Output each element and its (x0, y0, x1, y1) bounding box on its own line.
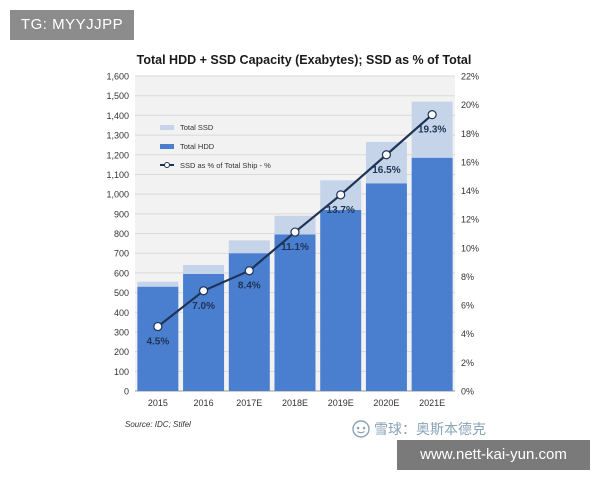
ssd-share-label: 8.4% (238, 281, 261, 292)
y-tick-label: 0 (124, 387, 129, 397)
y2-tick-label: 4% (461, 329, 474, 339)
legend-swatch-point (164, 162, 170, 168)
x-tick-label: 2018E (282, 398, 308, 408)
ssd-share-point (198, 286, 209, 296)
ssd-share-label: 19.3% (418, 125, 446, 136)
watermark-text: 雪球：奥斯本德克 (374, 422, 486, 438)
y2-tick-label: 6% (461, 301, 474, 311)
capacity-chart: Total HDD + SSD Capacity (Exabytes); SSD… (106, 53, 479, 429)
bar-hdd-2018e (274, 234, 316, 391)
x-tick-label: 2017E (236, 398, 262, 408)
y-tick-label: 1,000 (106, 190, 129, 200)
bar-hdd-2019e (320, 209, 362, 391)
ssd-share-label: 4.5% (146, 337, 169, 348)
chart-source: Source: IDC; Stifel (125, 420, 191, 429)
y2-tick-label: 8% (461, 272, 474, 282)
chart-title: Total HDD + SSD Capacity (Exabytes); SSD… (137, 53, 472, 67)
x-tick-label: 2016 (194, 398, 214, 408)
x-tick-label: 2021E (419, 398, 445, 408)
y2-tick-label: 0% (461, 387, 474, 397)
bar-ssd-2020e (365, 141, 407, 184)
ssd-share-point (153, 321, 163, 332)
snowball-logo-icon (352, 420, 370, 438)
bar-hdd-2015 (137, 286, 179, 391)
ssd-share-point (427, 110, 437, 120)
y-tick-label: 1,600 (106, 72, 129, 82)
y-tick-label: 800 (114, 229, 129, 239)
bar-ssd-2017e (228, 240, 270, 254)
ssd-share-label: 7.0% (192, 301, 215, 312)
y2-tick-label: 12% (461, 215, 479, 225)
y-tick-label: 1,100 (106, 170, 129, 180)
legend-swatch-hdd (160, 144, 174, 149)
ssd-share-point (244, 266, 254, 276)
bar-hdd-2021e (411, 157, 453, 391)
y-tick-label: 1,500 (106, 91, 129, 101)
y-tick-label: 300 (114, 327, 129, 337)
y-tick-label: 1,200 (106, 150, 129, 160)
bar-ssd-2016 (183, 265, 225, 274)
y2-tick-label: 18% (461, 129, 479, 139)
y-tick-label: 700 (114, 249, 129, 259)
x-tick-label: 2020E (373, 398, 399, 408)
y-tick-label: 500 (114, 288, 129, 298)
ssd-share-label: 16.5% (372, 165, 400, 176)
y2-tick-label: 22% (461, 72, 479, 82)
y-tick-label: 400 (114, 308, 129, 318)
y-tick-label: 200 (114, 347, 129, 357)
ssd-share-point (381, 150, 392, 160)
y-tick-label: 600 (114, 268, 129, 278)
chart-container: Total HDD + SSD Capacity (Exabytes); SSD… (0, 40, 600, 440)
url-badge: www.nett-kai-yun.com (397, 440, 590, 470)
ssd-share-point (290, 227, 300, 237)
x-tick-label: 2015 (148, 398, 168, 408)
y-tick-label: 900 (114, 209, 129, 219)
ssd-share-label: 11.1% (281, 242, 309, 253)
legend-label-hdd: Total HDD (180, 142, 215, 151)
y2-tick-label: 2% (461, 358, 474, 368)
y2-tick-label: 16% (461, 157, 479, 167)
y-tick-label: 1,300 (106, 131, 129, 141)
x-tick-label: 2019E (328, 398, 354, 408)
y2-tick-label: 10% (461, 243, 479, 253)
legend-label-ssd: Total SSD (180, 123, 214, 132)
y2-tick-label: 14% (461, 186, 479, 196)
y-tick-label: 1,400 (106, 111, 129, 121)
y2-tick-label: 20% (461, 100, 479, 110)
legend-label-line: SSD as % of Total Ship - % (180, 161, 271, 170)
legend-swatch-ssd (160, 125, 174, 130)
watermark: 雪球：奥斯本德克 (352, 418, 486, 440)
ssd-share-label: 13.7% (327, 205, 355, 216)
ssd-share-point (336, 190, 346, 200)
bar-ssd-2015 (137, 281, 179, 287)
y-tick-label: 100 (114, 367, 129, 377)
bar-ssd-2018e (274, 215, 316, 235)
bar-hdd-2020e (365, 183, 407, 391)
tg-badge: TG: MYYJJPP (10, 10, 134, 40)
